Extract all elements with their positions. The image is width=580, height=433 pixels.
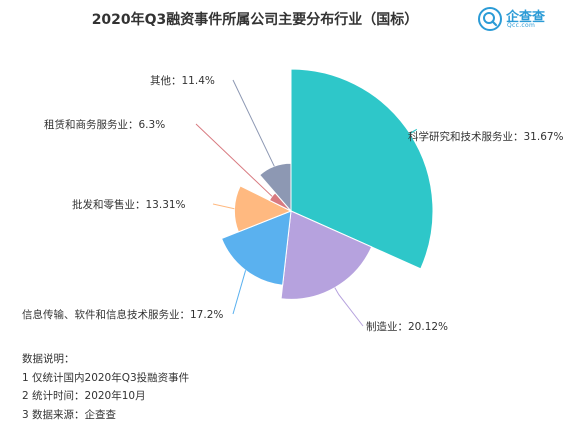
slice-labels: 科学研究和技术服务业：31.67% 制造业：20.12% 信息传输、软件和信息技术服… (22, 74, 564, 333)
leader-line (404, 128, 418, 137)
slice-label: 科学研究和技术服务业：31.67% (408, 130, 564, 143)
data-notes: 数据说明： 1 仅统计国内2020年Q3投融资事件 2 统计时间：2020年10… (22, 350, 189, 424)
slice-label: 信息传输、软件和信息技术服务业：17.2% (22, 308, 223, 321)
leader-line (232, 79, 275, 167)
chart-title: 2020年Q3融资事件所属公司主要分布行业（国标） (91, 12, 419, 28)
leader-line (334, 287, 364, 327)
pie-slice (280, 210, 373, 300)
notes-item: 1 仅统计国内2020年Q3投融资事件 (22, 371, 190, 384)
slice-label: 其他：11.4% (150, 74, 215, 87)
magnifier-logo-icon (478, 7, 502, 31)
notes-item: 3 数据来源：企查查 (22, 408, 117, 421)
pie-slices (220, 68, 434, 300)
logo-name: 企查查 (506, 10, 546, 25)
leader-line (232, 270, 247, 315)
leader-line (195, 123, 273, 197)
slice-label: 租赁和商务服务业：6.3% (44, 118, 165, 131)
notes-item: 2 统计时间：2020年10月 (22, 390, 146, 402)
notes-heading: 数据说明： (22, 353, 75, 365)
label-leader-lines (195, 79, 418, 327)
leader-line (212, 203, 235, 210)
slice-label: 制造业：20.12% (366, 320, 448, 333)
logo-subtitle: Qcc.com (507, 22, 536, 29)
slice-label: 批发和零售业：13.31% (72, 198, 186, 211)
qcc-logo: 企查查 Qcc.com (478, 6, 578, 32)
pie-slice (233, 185, 293, 233)
